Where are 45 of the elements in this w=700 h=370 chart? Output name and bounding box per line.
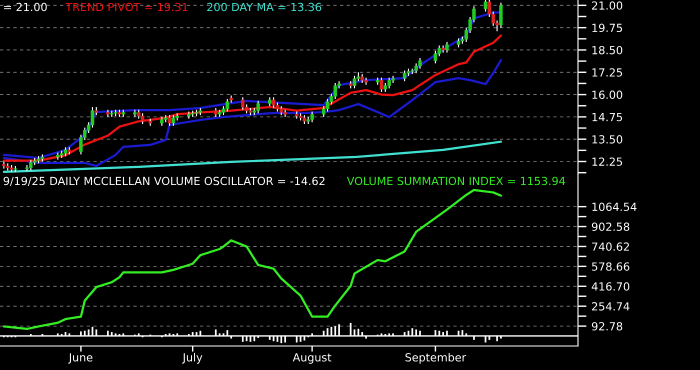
y-tick-label: 12.25 [592, 157, 622, 166]
candlestick [387, 77, 391, 89]
y-tick-label: 902.58 [592, 222, 630, 231]
candlestick [402, 70, 406, 82]
line-series [2, 34, 502, 162]
candlestick [29, 159, 33, 171]
candlestick [445, 41, 449, 54]
y-tick-label: 16.00 [592, 90, 622, 99]
text: TREND PIVOT = 19.31 [65, 2, 188, 12]
y-tick-label: 17.25 [592, 68, 622, 77]
candlestick [380, 77, 384, 92]
candlestick [140, 112, 144, 125]
x-tick-label: June [68, 353, 92, 364]
line-series [2, 188, 502, 330]
x-tick-label: July [182, 352, 202, 364]
text: 200 DAY MA = 13.36 [207, 2, 322, 12]
y-tick-label: 18.50 [592, 46, 622, 54]
candlestick [241, 96, 245, 110]
candlestick [272, 96, 276, 109]
candlestick [310, 110, 314, 123]
y-tick-label: 1064.54 [592, 202, 637, 212]
candlestick [256, 100, 260, 114]
candlestick [226, 98, 230, 112]
y-tick-label: 254.74 [592, 302, 630, 311]
y-tick-label: 21.00 [592, 1, 622, 10]
candlestick [418, 57, 422, 70]
y-tick-label: 92.78 [592, 322, 622, 330]
annotation: = 21.00 [4, 2, 47, 12]
candlestick [168, 114, 172, 126]
y-tick-label: 740.62 [592, 242, 629, 251]
candlestick [172, 114, 176, 126]
annotation: 9/19/25 DAILY MCCLELLAN VOLUME OSCILLATOR = -14.62 [4, 176, 325, 186]
y-tick-label: 416.70 [592, 282, 630, 291]
candlestick [110, 110, 114, 118]
y-tick-label: 19.75 [592, 24, 622, 32]
y-tick-label: 578.66 [592, 262, 630, 271]
candlestick [352, 75, 356, 89]
y-tick-label: 13.50 [592, 135, 622, 144]
x-tick-label: August [292, 353, 332, 364]
candlestick [148, 118, 152, 126]
y-tick-label: 14.75 [592, 113, 622, 122]
line-series [2, 140, 502, 173]
series-label: VOLUME SUMMATION INDEX = 1153.94 [346, 176, 566, 186]
x-tick-label: September [405, 352, 466, 364]
candlestick [499, 2, 503, 28]
